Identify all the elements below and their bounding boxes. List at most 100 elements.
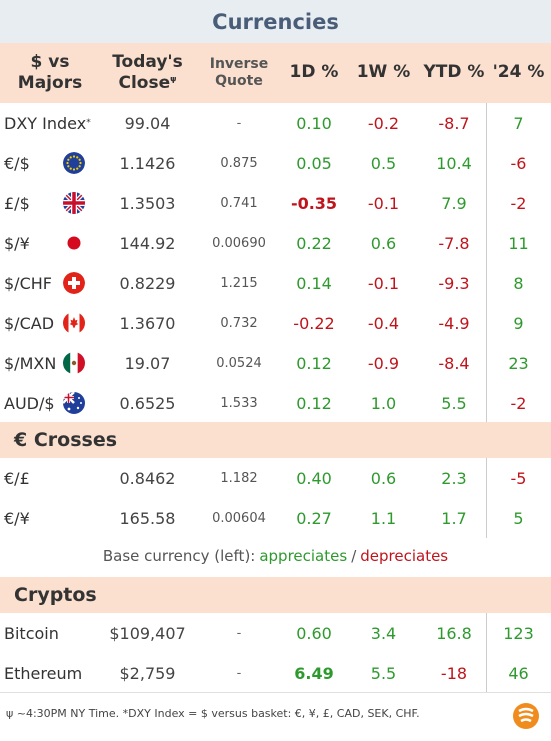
legend-depreciates: depreciates bbox=[360, 547, 449, 565]
cell-ytd: 10.4 bbox=[436, 153, 472, 173]
cell-w1: 0.6 bbox=[370, 233, 397, 253]
canada-flag-icon bbox=[63, 312, 85, 334]
japan-flag-icon bbox=[63, 232, 85, 254]
cell-close: 19.07 bbox=[124, 353, 171, 373]
uk-flag-icon bbox=[63, 192, 85, 214]
header-1d: 1D % bbox=[289, 62, 339, 83]
row-label: Ethereum bbox=[4, 663, 83, 683]
cell-inverse: 0.00690 bbox=[212, 235, 266, 251]
cell-w1: 1.1 bbox=[370, 508, 397, 528]
cell-y24: 11 bbox=[508, 233, 529, 253]
cell-ytd: 16.8 bbox=[436, 623, 472, 643]
cell-d1: -0.22 bbox=[293, 313, 335, 333]
cell-inverse: 0.875 bbox=[220, 155, 258, 171]
swiss-flag-icon bbox=[63, 272, 85, 294]
cell-inverse: 1.215 bbox=[220, 275, 258, 291]
header-inverse: Inverse Quote bbox=[209, 55, 269, 90]
cell-close: 144.92 bbox=[119, 233, 176, 253]
cell-y24: 23 bbox=[508, 353, 529, 373]
cell-close: 99.04 bbox=[124, 113, 171, 133]
cell-inverse: 0.741 bbox=[220, 195, 258, 211]
table-row: Bitcoin $109,407 - 0.60 3.4 16.8 123 bbox=[0, 613, 551, 653]
color-legend: Base currency (left): appreciates / depr… bbox=[102, 547, 449, 565]
cell-d1: 0.27 bbox=[296, 508, 332, 528]
cell-d1: 0.12 bbox=[296, 353, 332, 373]
footer: ψ ~4:30PM NY Time. *DXY Index = $ versus… bbox=[0, 692, 551, 741]
row-label: £/$ bbox=[4, 193, 30, 213]
cell-close: $109,407 bbox=[109, 623, 186, 643]
cell-inverse: - bbox=[236, 115, 242, 131]
cell-w1: 1.0 bbox=[370, 393, 397, 413]
column-header-row: $ vs Majors Today's Closeψ Inverse Quote… bbox=[0, 43, 551, 103]
page-title: Currencies bbox=[212, 9, 339, 34]
cell-d1: 0.12 bbox=[296, 393, 332, 413]
cell-close: 1.3670 bbox=[119, 313, 176, 333]
cell-w1: -0.1 bbox=[367, 193, 400, 213]
cell-w1: -0.1 bbox=[367, 273, 400, 293]
table-row: $/MXN 19.07 0.0524 0.12 -0.9 -8.4 23 bbox=[0, 343, 551, 383]
cell-y24: -5 bbox=[510, 468, 527, 488]
cell-inverse: 0.732 bbox=[220, 315, 258, 331]
cell-y24: -6 bbox=[510, 153, 527, 173]
cell-y24: -2 bbox=[510, 393, 527, 413]
cell-d1: 0.40 bbox=[296, 468, 332, 488]
cell-ytd: -8.7 bbox=[438, 113, 470, 133]
row-label: $/MXN bbox=[4, 353, 57, 373]
table-row: €/¥ 165.58 0.00604 0.27 1.1 1.7 5 bbox=[0, 498, 551, 538]
cell-w1: 0.5 bbox=[370, 153, 397, 173]
cell-y24: 9 bbox=[513, 313, 524, 333]
title-bar: Currencies bbox=[0, 0, 551, 43]
table-row: €/$ 1.1426 0.875 0.05 0.5 10.4 -6 bbox=[0, 143, 551, 183]
row-label: DXY Index * bbox=[4, 113, 91, 133]
column-divider bbox=[486, 458, 487, 538]
row-label: $/¥ bbox=[4, 233, 30, 253]
row-label: AUD/$ bbox=[4, 393, 55, 413]
cell-close: 1.1426 bbox=[119, 153, 176, 173]
row-label: €/£ bbox=[4, 468, 30, 488]
cell-close: 0.6525 bbox=[119, 393, 176, 413]
cell-y24: 8 bbox=[513, 273, 524, 293]
australia-flag-icon bbox=[63, 392, 85, 414]
header-pair: $ vs Majors bbox=[17, 51, 83, 93]
eu-flag-icon bbox=[63, 152, 85, 174]
row-label: €/$ bbox=[4, 153, 30, 173]
cell-d1: 6.49 bbox=[294, 663, 334, 683]
header-ytd: YTD % bbox=[423, 62, 485, 83]
table-row: $/CAD 1.3670 0.732 -0.22 -0.4 -4.9 9 bbox=[0, 303, 551, 343]
cell-y24: 46 bbox=[508, 663, 529, 683]
cryptos-section-header: Cryptos bbox=[0, 577, 551, 613]
cell-close: 0.8229 bbox=[119, 273, 176, 293]
cell-d1: 0.10 bbox=[296, 113, 332, 133]
cell-ytd: -7.8 bbox=[438, 233, 470, 253]
table-row: $/¥ 144.92 0.00690 0.22 0.6 -7.8 11 bbox=[0, 223, 551, 263]
cell-d1: 0.22 bbox=[296, 233, 332, 253]
row-label: $/CAD bbox=[4, 313, 55, 333]
row-label: €/¥ bbox=[4, 508, 30, 528]
header-close: Today's Closeψ bbox=[112, 51, 183, 93]
cell-w1: 3.4 bbox=[370, 623, 397, 643]
mexico-flag-icon bbox=[63, 352, 85, 374]
cell-ytd: -4.9 bbox=[438, 313, 470, 333]
table-row: €/£ 0.8462 1.182 0.40 0.6 2.3 -5 bbox=[0, 458, 551, 498]
cell-ytd: 7.9 bbox=[441, 193, 467, 213]
cell-d1: -0.35 bbox=[290, 193, 338, 213]
table-row: DXY Index * 99.04 - 0.10 -0.2 -8.7 7 bbox=[0, 103, 551, 143]
row-label: $/CHF bbox=[4, 273, 52, 293]
table-row: £/$ 1.3503 0.741 -0.35 -0.1 7.9 -2 bbox=[0, 183, 551, 223]
crosses-section-header: € Crosses bbox=[0, 422, 551, 458]
cell-ytd: 5.5 bbox=[441, 393, 467, 413]
cell-inverse: - bbox=[236, 625, 242, 641]
header-2024: '24 % bbox=[492, 62, 545, 83]
column-divider bbox=[486, 613, 487, 692]
cell-inverse: - bbox=[236, 665, 242, 681]
cell-w1: -0.2 bbox=[367, 113, 400, 133]
cell-d1: 0.14 bbox=[296, 273, 332, 293]
cell-y24: 7 bbox=[513, 113, 524, 133]
cell-ytd: -8.4 bbox=[438, 353, 470, 373]
cell-ytd: 1.7 bbox=[441, 508, 467, 528]
column-divider bbox=[486, 103, 487, 422]
cell-y24: 123 bbox=[503, 623, 534, 643]
cell-w1: -0.9 bbox=[367, 353, 400, 373]
cell-ytd: -18 bbox=[440, 663, 468, 683]
header-1w: 1W % bbox=[356, 62, 411, 83]
